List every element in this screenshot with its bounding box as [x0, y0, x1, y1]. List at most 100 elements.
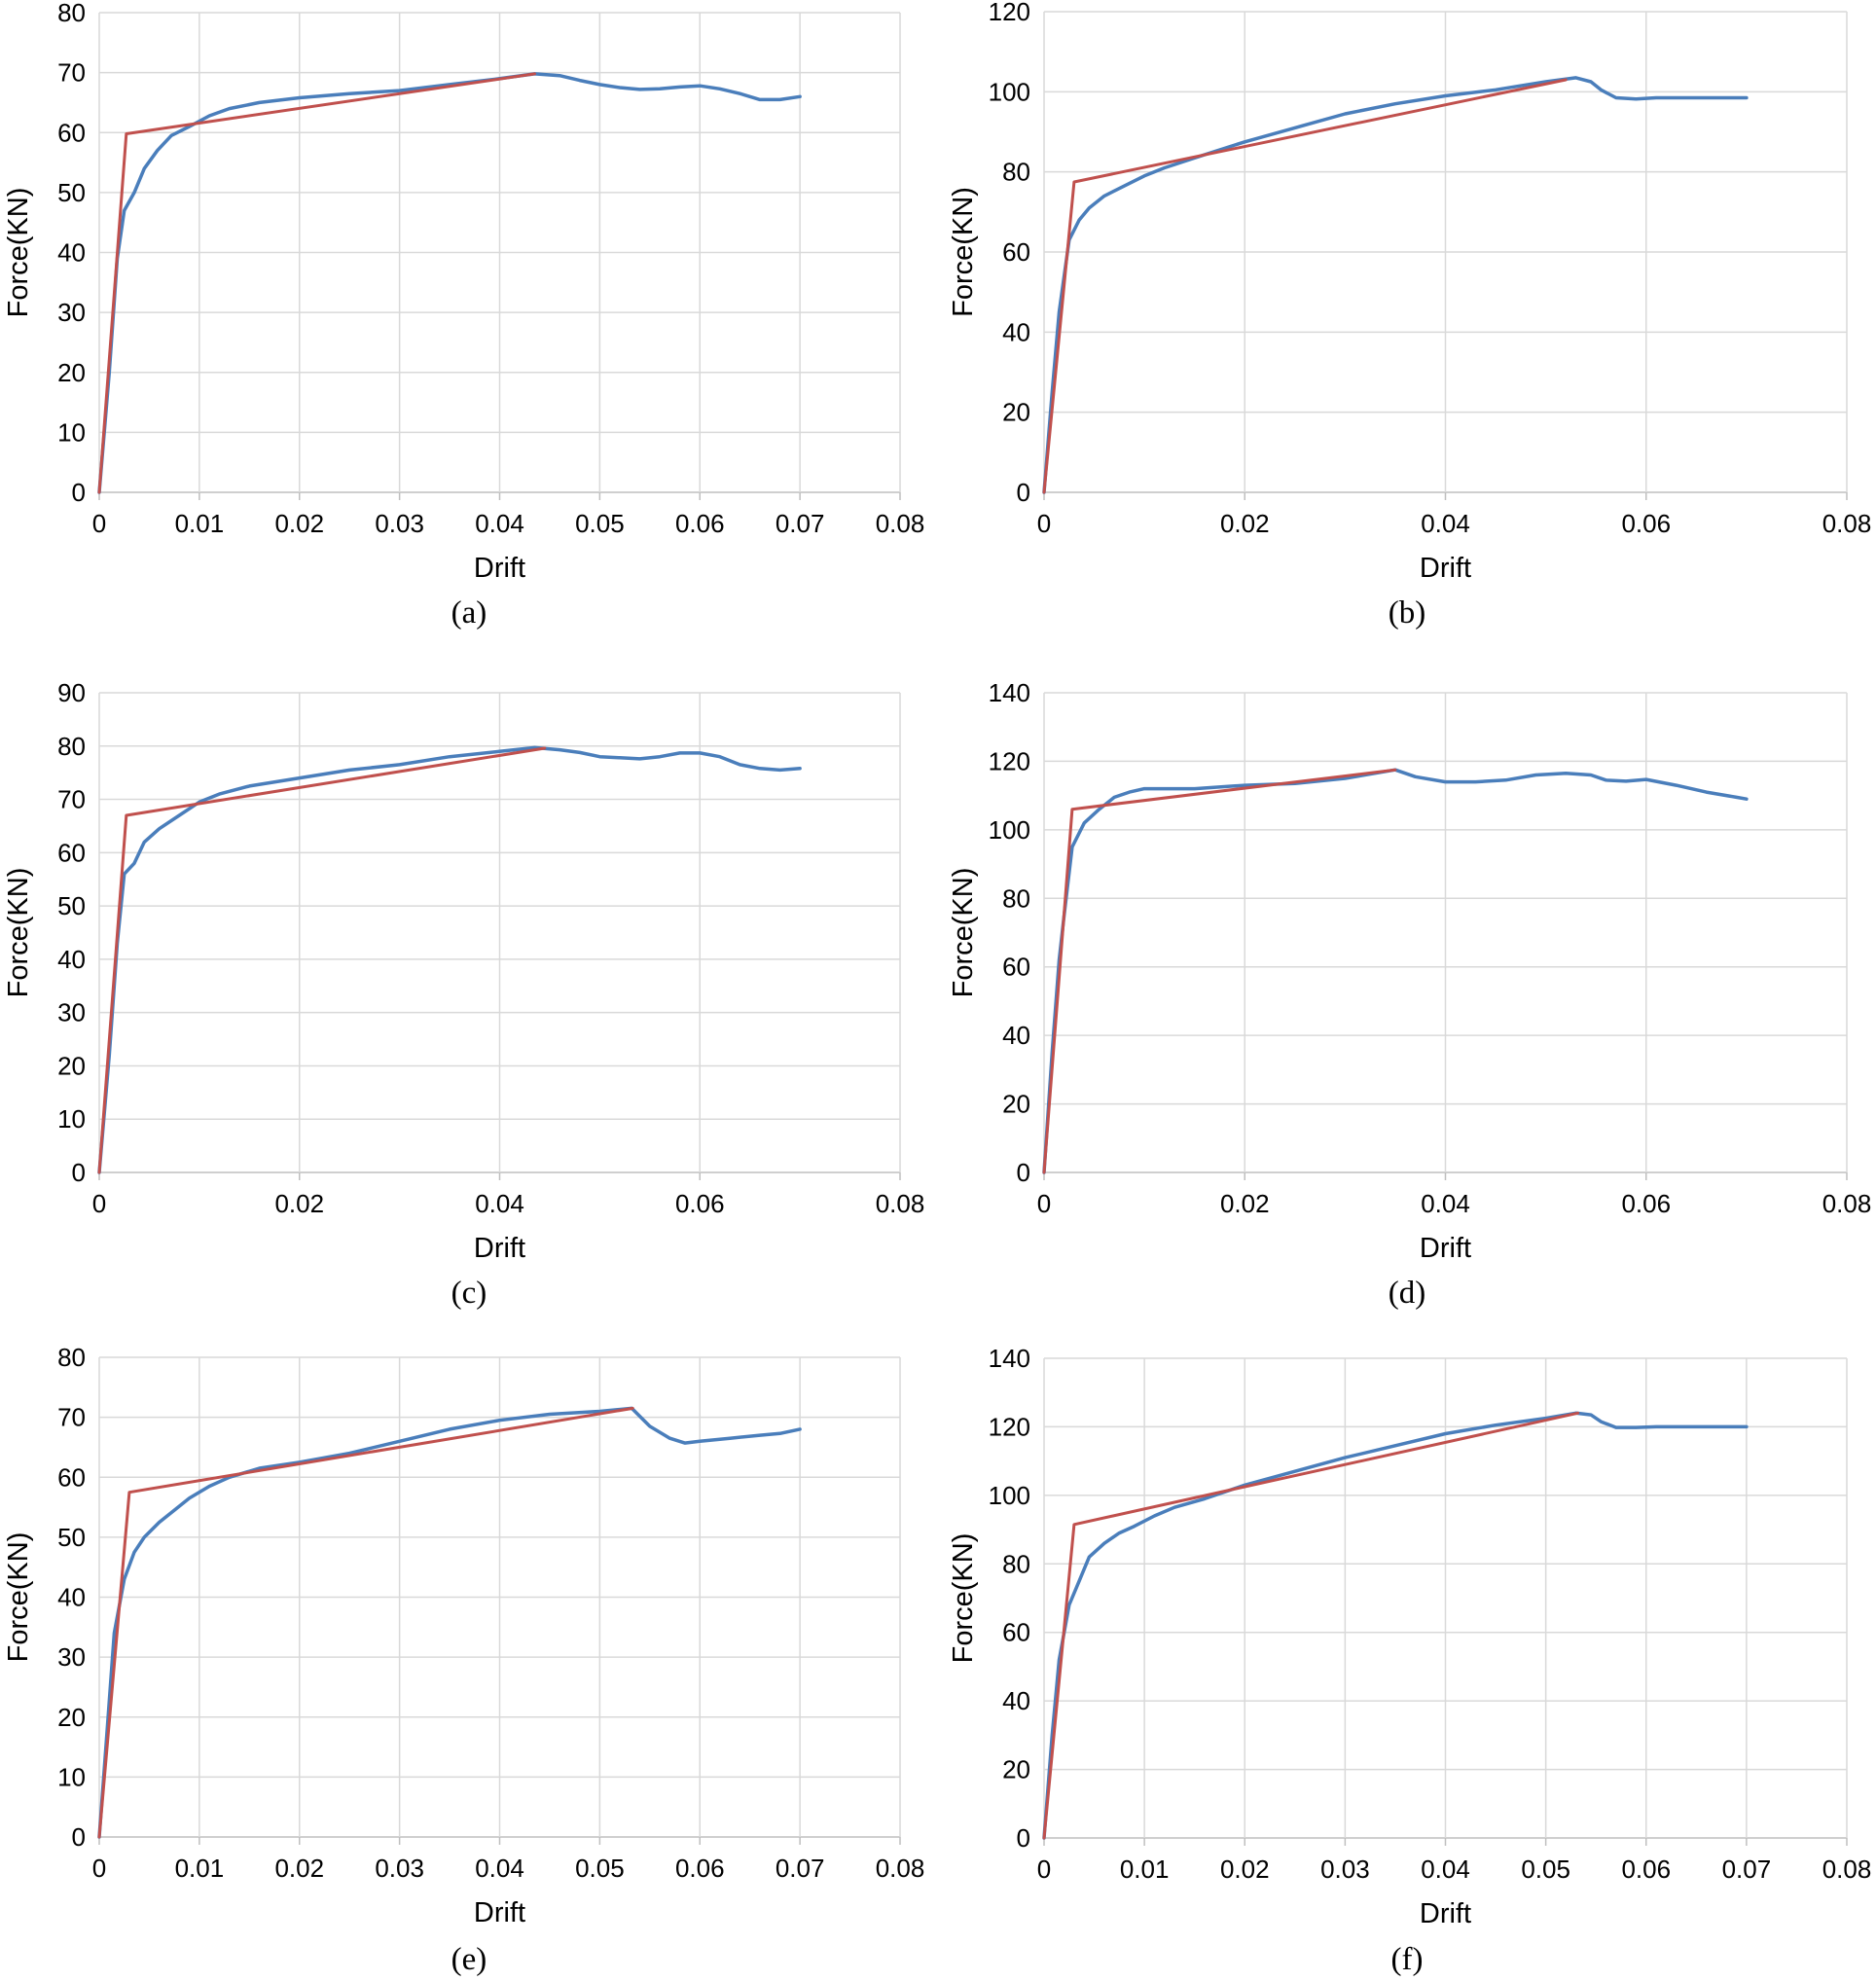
x-tick-label: 0: [92, 1189, 106, 1218]
x-tick-label: 0.04: [1421, 509, 1470, 538]
x-tick-label: 0.04: [1421, 1189, 1470, 1218]
chart-a: 0 10 20 30 40 50 60 70 80 0 0.01 0.02 0.03 0.04 0.05 0.…: [3, 0, 925, 584]
x-tick-label: 0.04: [475, 1189, 524, 1218]
y-tick-label: 80: [1002, 1549, 1030, 1578]
y-tick-label: 40: [57, 945, 86, 974]
y-tick-label: 40: [1002, 1686, 1030, 1715]
y-tick-label: 10: [57, 1104, 86, 1134]
x-axis-title: Drift: [1420, 1898, 1471, 1929]
y-tick-label: 80: [1002, 158, 1030, 187]
x-tick-label: 0.05: [575, 1854, 625, 1883]
caption-c: (c): [451, 1276, 487, 1311]
x-tick-label: 0.07: [776, 1854, 825, 1883]
y-tick-label: 90: [57, 678, 86, 707]
y-axis-title: Force(KN): [948, 868, 979, 998]
y-tick-label: 20: [1002, 1755, 1030, 1784]
x-tick-label: 0.08: [876, 509, 925, 538]
y-tick-label: 10: [57, 417, 86, 447]
y-tick-label: 80: [57, 1343, 86, 1372]
y-tick-label: 100: [989, 77, 1030, 106]
x-tick-label: 0.01: [175, 509, 225, 538]
x-axis-title: Drift: [474, 553, 525, 584]
y-tick-label: 140: [989, 678, 1030, 707]
y-tick-label: 0: [72, 1158, 86, 1187]
y-tick-label: 40: [57, 238, 86, 268]
chart-panel-f: 0 20 40 60 80 100 120 140 0 0.01 0.02 0.03 0.04 0.05 0…: [938, 1319, 1876, 1979]
x-tick-label: 0.04: [475, 1854, 524, 1883]
chart-f: 0 20 40 60 80 100 120 140 0 0.01 0.02 0.03 0.04 0.05 0…: [948, 1344, 1871, 1929]
x-tick-label: 0.02: [274, 509, 324, 538]
test-curve-line: [97, 72, 802, 494]
x-axis-title: Drift: [1420, 553, 1471, 584]
chart-panel-b: 0 20 40 60 80 100 120 0 0.02 0.04 0.06 0.08 Drift For…: [938, 0, 1876, 660]
x-tick-label: 0.08: [1822, 509, 1872, 538]
x-tick-label: 0.08: [1822, 1189, 1872, 1218]
caption-a: (a): [451, 595, 487, 630]
y-tick-label: 120: [989, 0, 1030, 26]
y-tick-label: 0: [1017, 478, 1030, 507]
y-tick-label: 30: [57, 998, 86, 1027]
chart-panel-a: 0 10 20 30 40 50 60 70 80 0 0.01 0.02 0.03 0.04 0.05 0.…: [0, 0, 938, 660]
caption-d: (d): [1388, 1276, 1426, 1311]
y-tick-label: 60: [1002, 1618, 1030, 1647]
y-tick-label: 70: [57, 1403, 86, 1432]
x-tick-label: 0.06: [1621, 1189, 1671, 1218]
y-tick-label: 40: [1002, 1021, 1030, 1050]
y-tick-label: 10: [57, 1762, 86, 1791]
x-tick-label: 0.02: [1220, 1189, 1270, 1218]
y-axis-title: Force(KN): [3, 188, 34, 318]
x-tick-label: 0.03: [375, 1854, 424, 1883]
x-tick-label: 0.02: [1220, 1855, 1270, 1884]
bilinear-line: [1042, 1411, 1580, 1840]
x-tick-label: 0.04: [475, 509, 524, 538]
test-curve-line: [97, 745, 802, 1174]
caption-b: (b): [1388, 595, 1426, 630]
x-tick-label: 0.07: [776, 509, 825, 538]
y-tick-label: 0: [1017, 1823, 1030, 1853]
y-tick-label: 140: [989, 1344, 1030, 1373]
x-tick-label: 0.02: [274, 1189, 324, 1218]
test-curve-line: [97, 1406, 802, 1839]
x-tick-label: 0: [1037, 509, 1051, 538]
chart-c: 0 10 20 30 40 50 60 70 80 90 0 0.02 0.04 0.06 0.08 Drif…: [3, 678, 925, 1264]
x-tick-label: 0: [92, 509, 106, 538]
test-curve-line: [1042, 1411, 1749, 1840]
x-tick-label: 0.01: [1120, 1855, 1170, 1884]
y-axis-title: Force(KN): [948, 1533, 979, 1664]
y-axis-title: Force(KN): [948, 187, 979, 317]
y-tick-label: 60: [57, 118, 86, 147]
y-tick-label: 0: [1017, 1158, 1030, 1187]
y-tick-label: 80: [57, 732, 86, 761]
y-tick-label: 50: [57, 1523, 86, 1552]
y-tick-label: 20: [1002, 1090, 1030, 1119]
y-tick-label: 120: [989, 1412, 1030, 1441]
y-tick-label: 0: [72, 478, 86, 507]
x-tick-label: 0.02: [1220, 509, 1270, 538]
x-tick-label: 0.06: [1621, 509, 1671, 538]
x-tick-label: 0.01: [175, 1854, 225, 1883]
x-tick-label: 0.05: [575, 509, 625, 538]
y-tick-label: 70: [57, 785, 86, 814]
x-tick-label: 0.06: [675, 1854, 725, 1883]
x-axis-title: Drift: [1420, 1233, 1471, 1264]
y-tick-label: 100: [989, 815, 1030, 845]
test-curve-line: [1042, 76, 1749, 494]
y-tick-label: 40: [57, 1583, 86, 1612]
x-tick-label: 0.07: [1722, 1855, 1772, 1884]
x-tick-label: 0: [92, 1854, 106, 1883]
x-tick-label: 0: [1037, 1189, 1051, 1218]
chart-panel-d: 0 20 40 60 80 100 120 140 0 0.02 0.04 0.06 0.08 Drift…: [938, 660, 1876, 1319]
x-tick-label: 0.05: [1521, 1855, 1570, 1884]
y-tick-label: 70: [57, 58, 86, 88]
x-tick-label: 0.06: [675, 1189, 725, 1218]
x-tick-label: 0: [1037, 1855, 1051, 1884]
y-tick-label: 20: [57, 1051, 86, 1080]
y-tick-label: 50: [57, 178, 86, 207]
x-tick-label: 0.08: [876, 1189, 925, 1218]
y-tick-label: 80: [1002, 883, 1030, 913]
y-tick-label: 60: [1002, 237, 1030, 267]
y-tick-label: 80: [57, 0, 86, 27]
y-tick-label: 60: [57, 838, 86, 867]
y-tick-label: 50: [57, 891, 86, 920]
bilinear-line: [1042, 78, 1568, 494]
